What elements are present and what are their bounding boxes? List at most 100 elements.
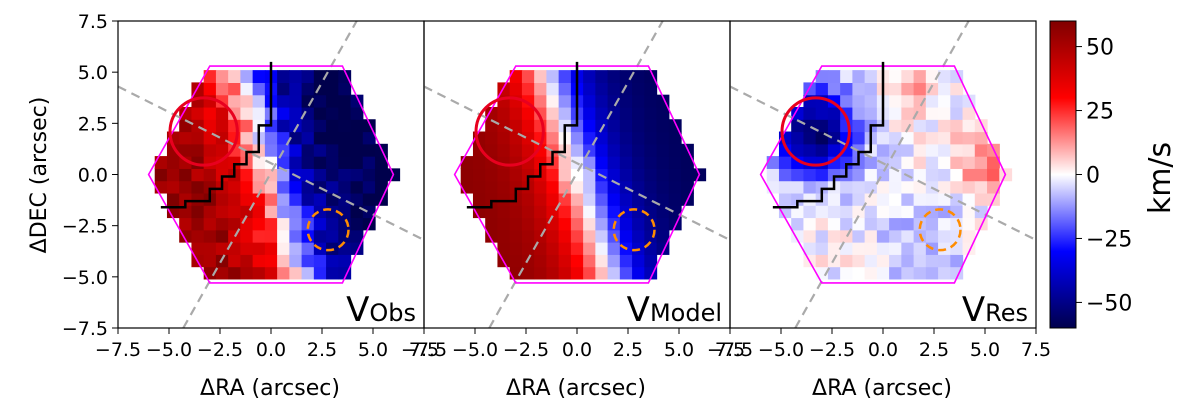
heatmap-cell — [815, 180, 829, 194]
heatmap-cell — [901, 266, 915, 280]
heatmap-cell — [632, 94, 645, 108]
heatmap-cell — [595, 205, 609, 219]
heatmap-cell — [497, 168, 511, 182]
heatmap-cell — [938, 94, 951, 108]
x-tick-label: 5.0 — [970, 339, 1000, 361]
heatmap-cell — [228, 94, 241, 108]
heatmap-cell — [240, 217, 254, 231]
heatmap-cell — [852, 168, 866, 182]
heatmap-cell — [546, 82, 560, 96]
heatmap-cell — [534, 254, 547, 268]
heatmap-cell — [656, 217, 670, 231]
heatmap-cell — [228, 82, 241, 96]
heatmap-cell — [889, 180, 902, 194]
heatmap-cell — [534, 180, 547, 194]
x-tick-label: −7.5 — [95, 339, 141, 361]
heatmap-cell — [607, 168, 621, 182]
heatmap-cell — [962, 229, 976, 243]
heatmap-cell — [974, 205, 988, 219]
heatmap-cell — [558, 205, 572, 219]
heatmap-cell — [644, 180, 658, 194]
heatmap-cell — [644, 168, 658, 182]
heatmap-cell — [240, 180, 254, 194]
heatmap-cell — [362, 192, 376, 206]
heatmap-cell — [277, 82, 290, 96]
heatmap-cell — [277, 266, 290, 280]
heatmap-cell — [840, 192, 853, 206]
x-tick-label: −2.5 — [503, 339, 549, 361]
heatmap-cell — [607, 266, 621, 280]
heatmap-cell — [987, 180, 1000, 194]
heatmap-cell — [938, 131, 951, 145]
heatmap-cell — [901, 82, 915, 96]
heatmap-cell — [827, 156, 841, 169]
heatmap-cell — [228, 254, 241, 268]
heatmap-cell — [203, 180, 217, 194]
heatmap-cell — [375, 156, 388, 169]
heatmap-cell — [950, 106, 964, 120]
heatmap-cell — [264, 205, 278, 219]
heatmap-cell — [901, 94, 915, 108]
heatmap-cell — [852, 254, 866, 268]
heatmap-cell — [583, 205, 596, 219]
heatmap-cell — [803, 119, 817, 133]
heatmap-cell — [583, 106, 596, 120]
heatmap-cell — [558, 266, 572, 280]
heatmap-cells — [460, 70, 707, 280]
heatmap-cell — [681, 156, 694, 169]
heatmap-cell — [852, 242, 866, 255]
heatmap-cell — [509, 205, 523, 219]
heatmap-cell — [889, 70, 902, 83]
heatmap-cell — [595, 106, 609, 120]
heatmap-cell — [913, 143, 927, 157]
heatmap-cell — [301, 143, 315, 157]
heatmap-cell — [338, 217, 352, 231]
heatmap-cell — [619, 266, 633, 280]
heatmap-cell — [277, 217, 290, 231]
heatmap-cell — [277, 94, 290, 108]
x-tick-label: 2.5 — [307, 339, 337, 361]
heatmap-cell — [925, 229, 939, 243]
heatmap-cell — [619, 229, 633, 243]
heatmap-cell — [644, 131, 658, 145]
heatmap-cell — [827, 229, 841, 243]
heatmap-cell — [215, 205, 229, 219]
heatmap-cell — [534, 94, 547, 108]
heatmap-cell — [179, 217, 193, 231]
heatmap-cell — [558, 94, 572, 108]
heatmap-cell — [925, 82, 939, 96]
heatmap-cell — [619, 156, 633, 169]
heatmap-cell — [876, 217, 890, 231]
heatmap-cell — [595, 131, 609, 145]
heatmap-cell — [791, 192, 805, 206]
heatmap-cell — [350, 205, 364, 219]
heatmap-cell — [313, 168, 327, 182]
heatmap-cell — [901, 70, 915, 83]
heatmap-cell — [252, 266, 266, 280]
heatmap-cell — [252, 205, 266, 219]
heatmap-cell — [240, 131, 254, 145]
heatmap-cell — [338, 82, 352, 96]
heatmap-cell — [668, 217, 682, 231]
heatmap-cell — [191, 217, 205, 231]
x-tick-label: 2.5 — [613, 339, 643, 361]
heatmap-cell — [521, 106, 535, 120]
heatmap-cell — [497, 119, 511, 133]
heatmap-cell — [570, 242, 584, 255]
heatmap-cell — [521, 119, 535, 133]
heatmap-cell — [289, 106, 303, 120]
heatmap-cell — [668, 156, 682, 169]
heatmap-cell — [803, 229, 817, 243]
heatmap-cell — [301, 168, 315, 182]
heatmap-cell — [962, 205, 976, 219]
heatmap-cell — [607, 156, 621, 169]
heatmap-cell — [289, 70, 303, 83]
heatmap-cell — [497, 106, 511, 120]
heatmap-cell — [766, 168, 780, 182]
heatmap-cell — [876, 229, 890, 243]
heatmap-cell — [277, 106, 290, 120]
heatmap-cell — [876, 242, 890, 255]
heatmap-cell — [301, 156, 315, 169]
heatmap-cell — [472, 180, 486, 194]
